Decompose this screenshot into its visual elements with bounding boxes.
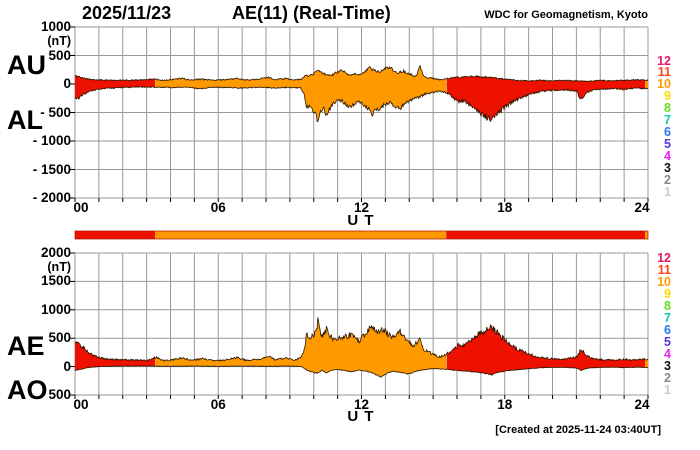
unit-label-top: (nT) — [47, 34, 71, 48]
legend-count-3: 3 — [664, 160, 671, 175]
legend-count-5: 5 — [664, 136, 671, 151]
legend-count-2: 2 — [664, 172, 671, 187]
xaxis-title-top: U T — [347, 212, 375, 229]
legend-count-4: 4 — [664, 346, 671, 361]
ytick-label: 500 — [48, 330, 71, 346]
xtick-label: 06 — [210, 397, 226, 412]
legend-count-10: 10 — [657, 274, 671, 289]
xtick-label: 00 — [73, 397, 89, 412]
xtick-label: 18 — [497, 200, 513, 215]
ytick-label: 2000 — [40, 245, 71, 260]
series-label-ae: AE — [7, 331, 45, 361]
legend-count-6: 6 — [664, 124, 671, 139]
legend-count-6: 6 — [664, 322, 671, 337]
unit-label-bottom: (nT) — [47, 260, 71, 274]
xtick-label: 24 — [634, 200, 650, 215]
legend-count-11: 11 — [657, 65, 671, 80]
ytick-label: - 1000 — [32, 133, 71, 148]
ytick-label: 1000 — [40, 301, 71, 317]
xtick-label: 06 — [210, 200, 226, 215]
legend-count-1: 1 — [664, 382, 671, 397]
ytick-label: 0 — [63, 76, 71, 91]
ytick-label: - 1500 — [32, 161, 71, 177]
legend-count-10: 10 — [657, 77, 671, 92]
series-label-ao: AO — [7, 375, 48, 405]
legend-count-5: 5 — [664, 334, 671, 349]
series-label-al: AL — [7, 105, 43, 135]
ytick-label: - 500 — [40, 387, 71, 402]
legend-count-7: 7 — [664, 113, 671, 128]
series-label-au: AU — [7, 50, 46, 80]
legend-count-11: 11 — [657, 262, 671, 277]
legend-count-12: 12 — [657, 250, 671, 265]
legend-count-1: 1 — [664, 184, 671, 199]
xtick-label: 12 — [353, 397, 370, 412]
legend-count-9: 9 — [664, 89, 671, 104]
legend-count-4: 4 — [664, 148, 671, 163]
xtick-label: 24 — [634, 397, 650, 412]
ytick-label: 1000 — [40, 19, 71, 34]
page-title: AE(11) (Real-Time) — [232, 3, 391, 23]
plot-date: 2025/11/23 — [82, 3, 172, 23]
legend-count-9: 9 — [664, 286, 671, 301]
legend-count-8: 8 — [664, 101, 671, 116]
legend-count-2: 2 — [664, 370, 671, 385]
ytick-label: - 500 — [40, 104, 71, 120]
legend-count-12: 12 — [657, 53, 671, 68]
xtick-label: 18 — [497, 397, 513, 412]
credit-text: WDC for Geomagnetism, Kyoto — [484, 9, 648, 21]
legend-count-8: 8 — [664, 298, 671, 313]
legend-count-7: 7 — [664, 310, 671, 325]
ytick-label: 500 — [48, 47, 71, 63]
xtick-label: 00 — [73, 200, 89, 215]
ytick-label: 0 — [63, 358, 71, 374]
xtick-label: 12 — [353, 200, 370, 215]
created-timestamp: [Created at 2025-11-24 03:40UT] — [495, 424, 661, 436]
legend-count-3: 3 — [664, 358, 671, 373]
ytick-label: - 2000 — [32, 190, 71, 205]
xaxis-title-bottom: U T — [347, 408, 375, 425]
ytick-label: 1500 — [40, 273, 71, 289]
